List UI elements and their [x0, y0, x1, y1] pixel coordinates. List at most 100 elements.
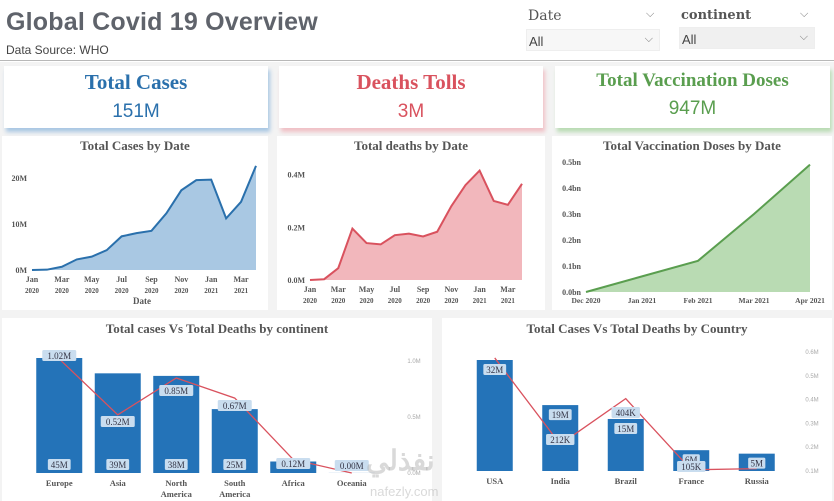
- right-axis-tick: 0.0M: [407, 471, 420, 477]
- data-source-label: Data Source: WHO: [6, 43, 109, 57]
- card-title: Total Vaccination Doses: [596, 70, 789, 91]
- x-tick-label: Feb 2021: [684, 296, 713, 305]
- line-data-label: 0.67M: [223, 401, 247, 411]
- x-tick-label: Nov: [444, 285, 458, 294]
- x-tick-label: Sep: [417, 285, 430, 294]
- area-fill: [32, 165, 256, 270]
- category-label: Europe: [46, 478, 73, 488]
- total-deaths-area-svg: 0.0M 0.2M 0.4M Jan 2020 Mar 2020 May 2020 Jul 2020…: [287, 168, 523, 305]
- bar-data-label: 19M: [552, 410, 569, 420]
- header-divider: [0, 60, 834, 61]
- chevron-down-icon[interactable]: ⌵: [646, 8, 655, 20]
- card-value: 151M: [112, 101, 160, 122]
- x-tick-year: 2021: [234, 287, 249, 295]
- x-tick-label: Mar 2021: [739, 296, 770, 305]
- area-line: [31, 165, 257, 271]
- y-tick-label: 0.1bn: [562, 262, 581, 271]
- right-axis-tick: 0.1M: [805, 469, 818, 475]
- line-data-label: 0.52M: [106, 417, 130, 427]
- x-tick-label: Jan: [304, 285, 317, 294]
- x-tick-label: Jan: [26, 275, 39, 284]
- bar: [476, 360, 513, 471]
- date-slicer-dropdown[interactable]: All ⌵: [526, 29, 660, 51]
- category-label: America: [219, 489, 251, 499]
- continent-slicer-dropdown[interactable]: All ⌵: [679, 27, 815, 49]
- x-tick-year: 2020: [174, 287, 189, 295]
- x-tick-year: 2020: [55, 287, 70, 295]
- bar-data-label-bg: [223, 459, 247, 470]
- y-tick-label: 0.4bn: [562, 184, 581, 193]
- bar: [36, 358, 83, 473]
- x-tick-label: Mar: [331, 285, 347, 294]
- continent-combo-svg: 1.0M 0.5M 0.0M 45M 39M 38M 25M 1.02M 0.52M 0.85M 0…: [36, 350, 421, 499]
- line-data-label-bg: [100, 416, 135, 427]
- line-data-label-bg: [159, 385, 194, 396]
- category-label: Russia: [745, 476, 770, 486]
- category-label: Brazil: [615, 476, 638, 486]
- x-tick-year: 2020: [85, 287, 100, 295]
- bar-data-label: 39M: [109, 460, 126, 470]
- x-tick-label: Sep: [145, 275, 158, 284]
- chart-title: Total Cases by Date: [80, 138, 190, 153]
- category-label: Africa: [282, 478, 306, 488]
- chart-title: Total deaths by Date: [353, 138, 468, 153]
- total-cases-area-svg: 0M 10M 20M Jan 2020 Mar 2020 May 2020 Jul 2020 Sep 2…: [11, 165, 257, 306]
- x-tick-label: Mar: [54, 275, 70, 284]
- right-axis-tick: 0.4M: [805, 398, 818, 404]
- bar-data-label: 15M: [617, 424, 634, 434]
- chevron-down-icon[interactable]: ⌵: [800, 8, 809, 20]
- x-tick-label: May: [359, 285, 375, 294]
- category-label: Asia: [110, 478, 127, 488]
- chevron-down-icon: ⌵: [644, 33, 653, 45]
- continent-slicer-value: All: [682, 32, 697, 47]
- x-tick-year: 2020: [388, 297, 403, 305]
- total-deaths-by-date-chart: Total deaths by Date 0.0M 0.2M 0.4M Jan 2020…: [277, 136, 545, 310]
- chart-title: Total Cases Vs Total Deaths by Country: [526, 321, 748, 336]
- x-tick-label: Jan: [205, 275, 218, 284]
- x-tick-label: Mar: [234, 275, 250, 284]
- x-tick-year: 2020: [331, 297, 346, 305]
- date-slicer-label: Date: [528, 8, 562, 24]
- x-tick-year: 2020: [303, 297, 318, 305]
- y-tick-label: 0.2M: [287, 223, 305, 232]
- cases-vs-deaths-by-continent-chart: Total cases Vs Total Deaths by continent…: [2, 318, 432, 501]
- x-tick-year: 2020: [444, 297, 459, 305]
- total-vaccination-card: Total Vaccination Doses 947M: [555, 66, 830, 128]
- total-cases-card: Total Cases 151M: [4, 66, 268, 128]
- continent-slicer-label: continent: [681, 8, 752, 23]
- category-label: South: [224, 478, 246, 488]
- category-label: France: [679, 476, 705, 486]
- card-value: 3M: [397, 101, 425, 122]
- x-tick-year: 2021: [473, 297, 488, 305]
- x-tick-label: May: [84, 275, 100, 284]
- bar-data-label: 32M: [486, 365, 503, 375]
- line-data-label: 105K: [681, 462, 702, 472]
- line-data-label: 0.12M: [281, 459, 305, 469]
- category-label: America: [161, 489, 193, 499]
- area-line: [309, 168, 523, 281]
- x-tick-year: 2021: [501, 297, 516, 305]
- line-data-label-bg: [677, 461, 706, 472]
- bar-data-label: 6M: [685, 455, 698, 465]
- line-data-label-bg: [42, 350, 77, 361]
- chart-title: Total cases Vs Total Deaths by continent: [105, 321, 329, 336]
- total-cases-by-date-chart: Total Cases by Date 0M 10M 20M Jan 2020 Mar 20…: [2, 136, 268, 310]
- date-slicer-value: All: [529, 34, 544, 49]
- x-tick-label: Nov: [174, 275, 188, 284]
- line-data-label: 404K: [616, 408, 637, 418]
- y-tick-label: 0.4M: [287, 171, 305, 180]
- bar-data-label-bg: [614, 422, 638, 434]
- bar-data-label: 25M: [226, 460, 243, 470]
- country-combo-svg: 0.6M 0.5M 0.4M 0.3M 0.2M 0.1M 32M 19M 15M 6M 5M 212…: [476, 350, 819, 486]
- bar-data-label-bg: [548, 409, 572, 421]
- y-tick-label: 0.0M: [287, 276, 305, 285]
- y-tick-label: 0.5bn: [562, 158, 581, 167]
- x-tick-year: 2020: [25, 287, 40, 295]
- area-fill: [586, 164, 810, 292]
- chevron-down-icon: ⌵: [799, 31, 808, 43]
- bar-data-label: 45M: [51, 460, 68, 470]
- line-data-label-bg: [334, 460, 369, 471]
- deaths-tolls-card: Deaths Tolls 3M: [279, 66, 543, 128]
- y-tick-label: 10M: [11, 220, 27, 229]
- y-tick-label: 0.2bn: [562, 236, 581, 245]
